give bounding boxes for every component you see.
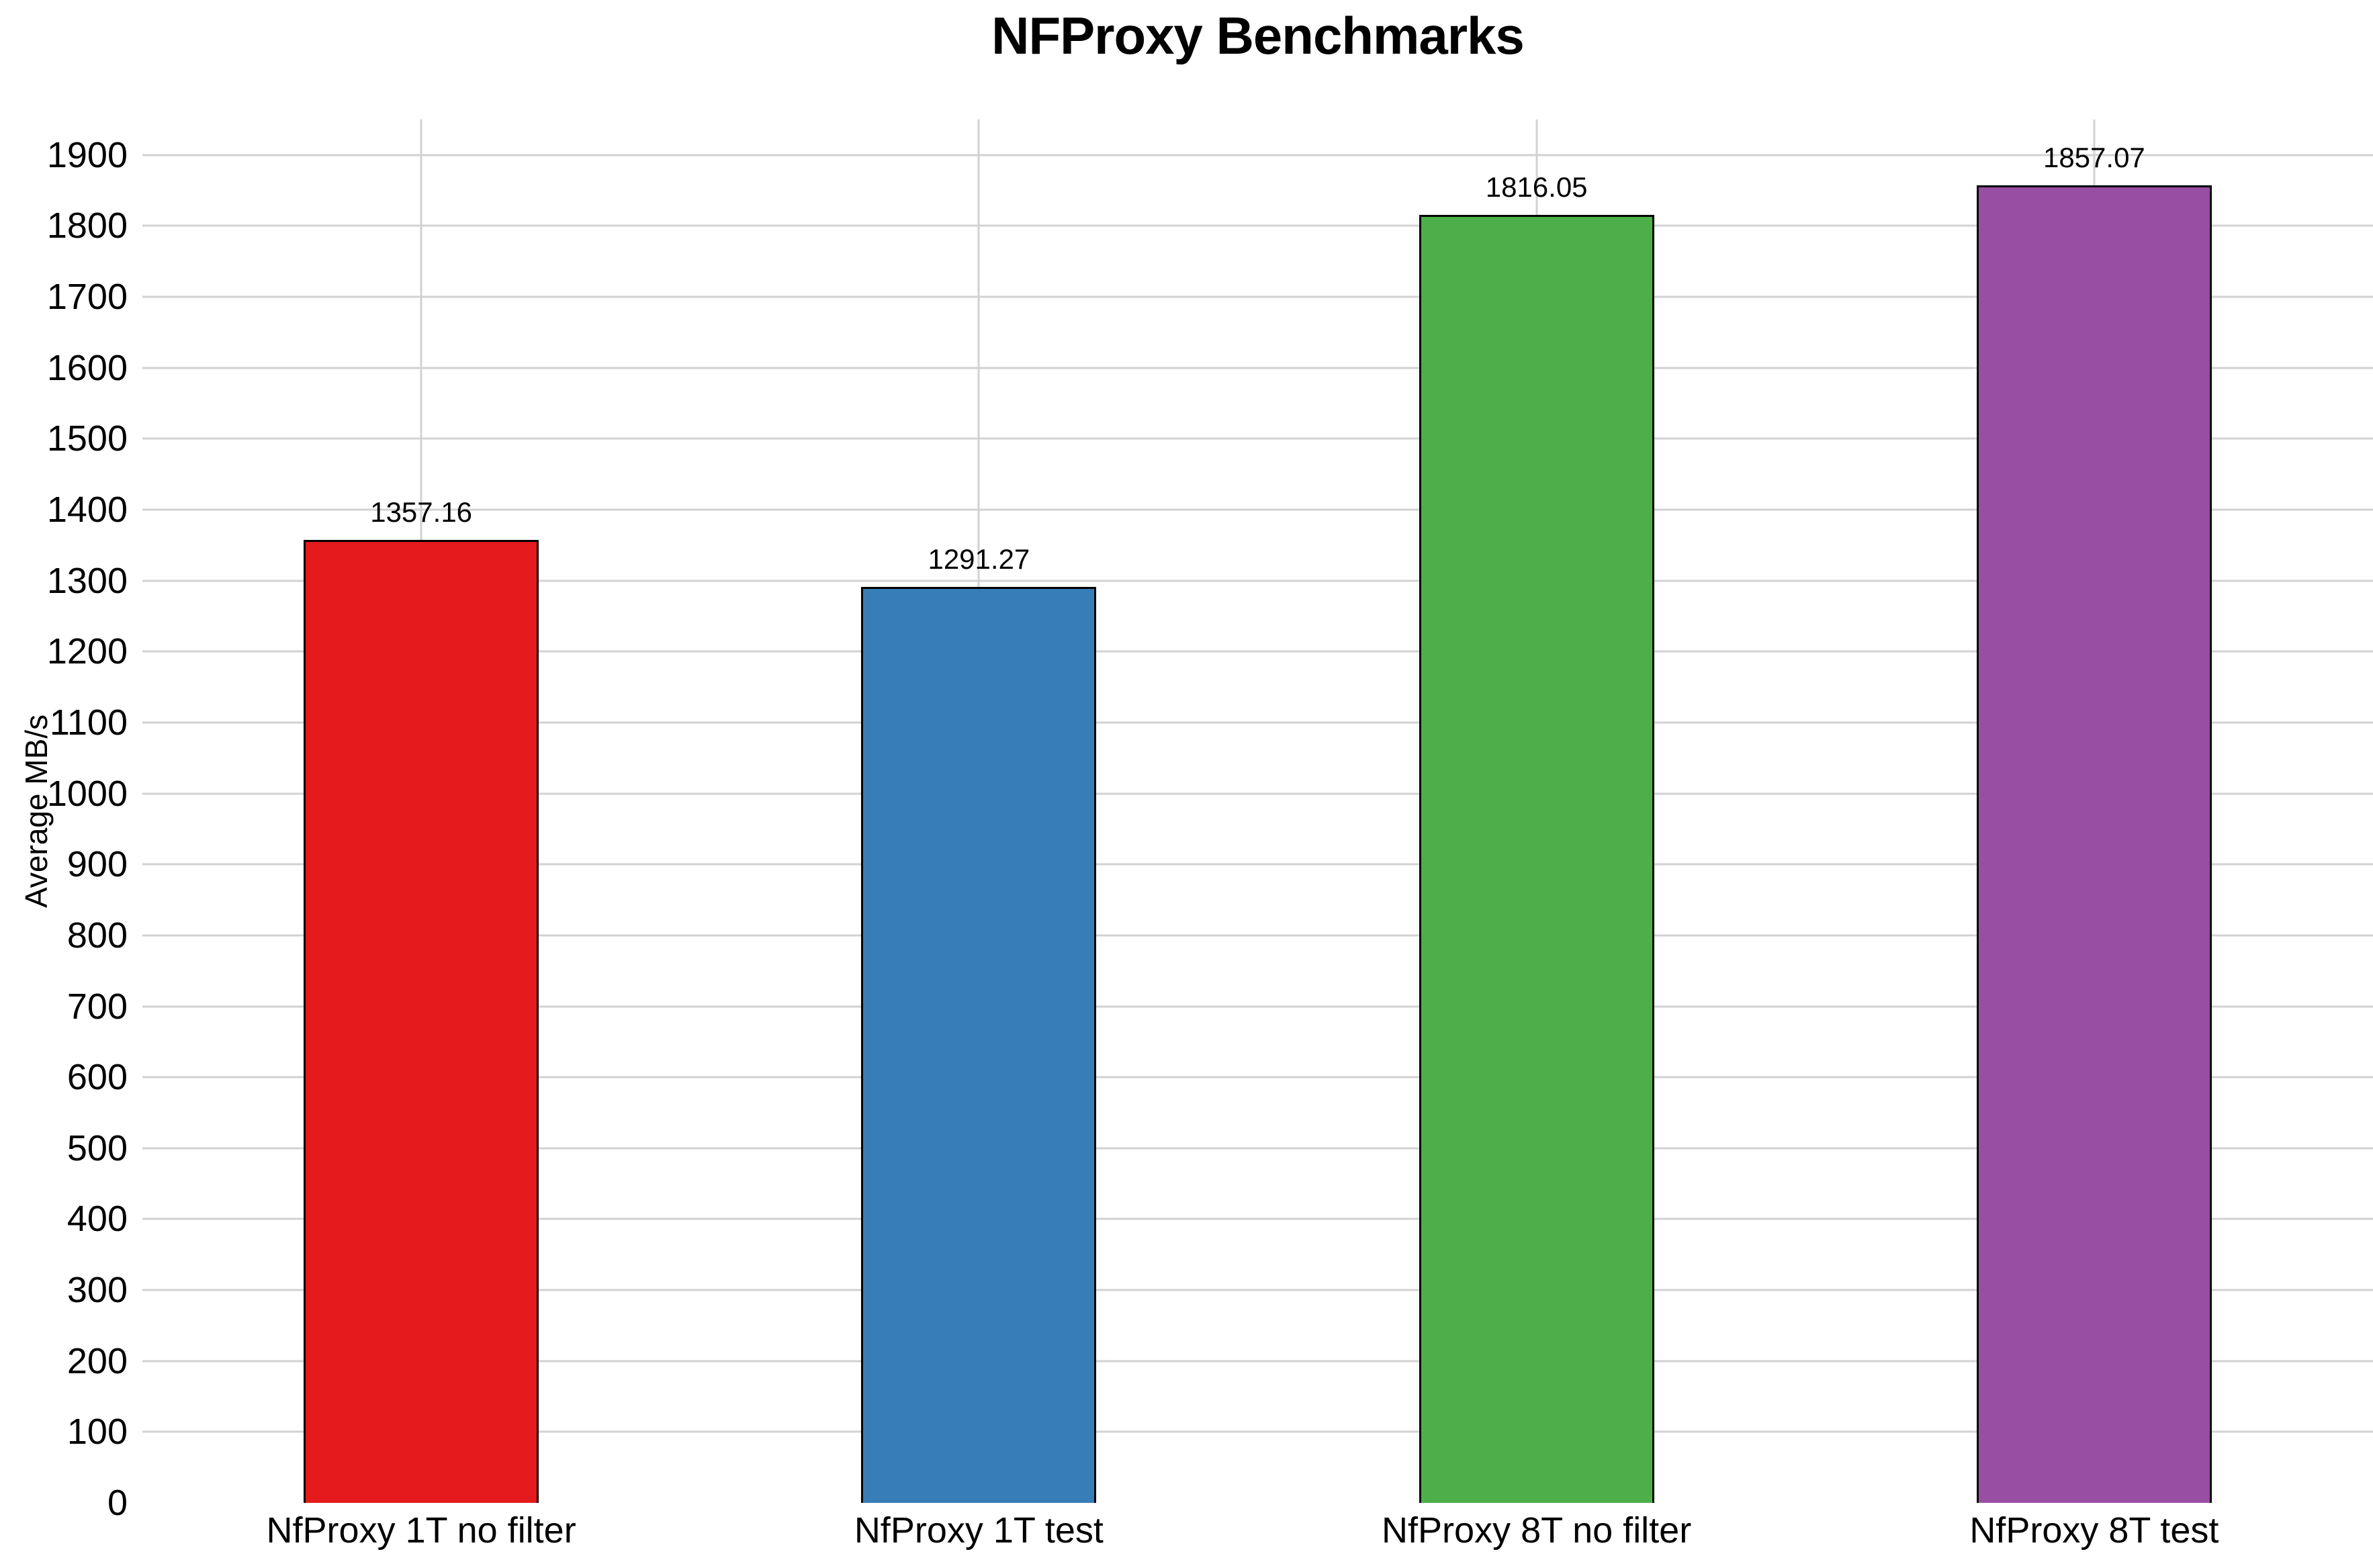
y-axis: 0 100 200 300 400 500 600 700 800 900 1000 1100 1200… [0, 120, 128, 1521]
gridline-horizontal [142, 580, 2373, 582]
bar-value-label: 1357.16 [370, 496, 473, 528]
bar [1976, 185, 2212, 1503]
y-tick-label: 200 [66, 1340, 128, 1381]
gridline-horizontal [142, 1147, 2373, 1150]
x-tick-label: NfProxy 1T test [854, 1510, 1104, 1551]
bar-value-label: 1857.07 [2043, 142, 2145, 174]
gridline-horizontal [142, 934, 2373, 937]
y-tick-label: 1600 [46, 347, 128, 388]
bar-value-label: 1291.27 [928, 543, 1030, 575]
y-tick-label: 1200 [46, 631, 128, 672]
category-column: 1816.05 NfProxy 8T no filter [1258, 120, 1816, 1549]
y-tick-label: 300 [66, 1270, 128, 1311]
category-column: 1357.16 NfProxy 1T no filter [142, 120, 700, 1549]
x-tick-label: NfProxy 8T no filter [1382, 1510, 1692, 1551]
chart-title: NFProxy Benchmarks [991, 6, 1525, 65]
y-tick-label: 600 [66, 1057, 128, 1098]
y-tick-label: 1300 [46, 560, 128, 601]
y-tick-label: 1500 [46, 418, 128, 459]
gridline-horizontal [142, 295, 2373, 298]
category-column: 1291.27 NfProxy 1T test [700, 120, 1257, 1549]
y-tick-label: 1100 [49, 702, 128, 743]
gridline-horizontal [142, 650, 2373, 653]
bar-value-label: 1816.05 [1485, 171, 1588, 203]
x-tick-label: NfProxy 1T no filter [266, 1510, 576, 1551]
y-tick-label: 1000 [46, 773, 128, 814]
y-tick-label: 0 [107, 1483, 128, 1523]
y-tick-label: 500 [66, 1127, 128, 1168]
y-tick-label: 1800 [46, 205, 128, 246]
gridline-horizontal [142, 1430, 2373, 1433]
gridline-horizontal [142, 1076, 2373, 1078]
bar-columns: 1357.16 NfProxy 1T no filter 1291.27 NfProx… [142, 120, 2373, 1549]
gridline-horizontal [142, 224, 2373, 227]
gridline-horizontal [142, 1217, 2373, 1220]
gridline-horizontal [142, 721, 2373, 724]
y-tick-label: 800 [66, 915, 128, 956]
gridline-horizontal [142, 1289, 2373, 1291]
y-tick-label: 1900 [46, 134, 128, 175]
bar [1419, 214, 1654, 1503]
y-tick-label: 1700 [46, 277, 128, 318]
gridline-horizontal [142, 508, 2373, 511]
gridline-horizontal [142, 792, 2373, 795]
category-column: 1857.07 NfProxy 8T test [1816, 120, 2373, 1549]
bar [304, 540, 539, 1503]
y-tick-label: 100 [66, 1412, 128, 1452]
gridline-horizontal [142, 1005, 2373, 1008]
gridline-horizontal [142, 1360, 2373, 1363]
x-tick-label: NfProxy 8T test [1969, 1510, 2219, 1551]
y-tick-label: 400 [66, 1199, 128, 1240]
plot-area: 1357.16 NfProxy 1T no filter 1291.27 NfProx… [142, 120, 2373, 1549]
gridline-horizontal [142, 863, 2373, 866]
y-tick-label: 1400 [46, 490, 128, 531]
bar [861, 586, 1097, 1503]
gridline-horizontal [142, 154, 2373, 156]
y-tick-label: 700 [66, 986, 128, 1027]
gridline-horizontal [142, 437, 2373, 440]
y-tick-label: 900 [66, 844, 128, 885]
gridline-horizontal [142, 367, 2373, 369]
